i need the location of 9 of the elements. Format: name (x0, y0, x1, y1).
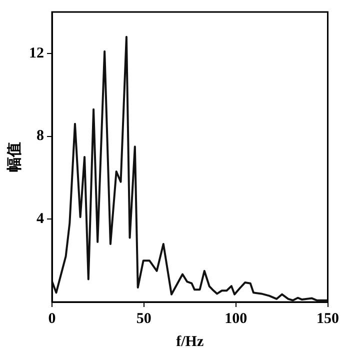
x-tick-label: 100 (224, 310, 248, 327)
y-tick-label: 4 (36, 211, 44, 228)
x-axis-title: f/Hz (176, 334, 204, 350)
x-tick-label: 150 (316, 310, 339, 327)
y-tick-label: 8 (36, 128, 44, 144)
y-tick-label: 12 (29, 45, 44, 62)
x-tick-label: 50 (136, 310, 152, 327)
y-axis-title: 幅值 (6, 142, 23, 172)
x-tick-label: 0 (48, 310, 56, 327)
